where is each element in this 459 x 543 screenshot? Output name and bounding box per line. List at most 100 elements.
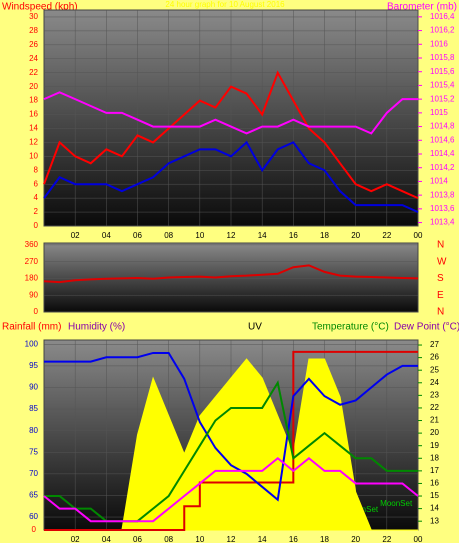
y-tick-label: 180 [25, 274, 39, 283]
compass-label: N [437, 307, 444, 318]
x-tick-label: 02 [71, 535, 80, 543]
y2-tick-label: 1014,8 [430, 122, 455, 131]
x-tick-label: 12 [227, 231, 236, 240]
y2-tick-label: 20 [430, 428, 439, 437]
y2-tick-label: 1013,8 [430, 190, 455, 199]
y2-tick-label: 22 [430, 403, 439, 412]
y-tick-label: 0 [34, 221, 39, 230]
y2-tick-label: 1015 [430, 108, 448, 117]
x-tick-label: 18 [320, 535, 329, 543]
series-line [43, 140, 419, 213]
x-tick-label: 00 [414, 535, 423, 543]
x-tick-label: 20 [351, 231, 360, 240]
y2-tick-label: 1014,4 [430, 149, 455, 158]
x-tick-label: 06 [133, 231, 142, 240]
x-tick-label: 04 [102, 231, 111, 240]
y2-tick-label: 14 [430, 504, 439, 513]
x-tick-label: 08 [164, 231, 173, 240]
y-tick-label: 12 [29, 137, 38, 146]
y2-tick-label: 17 [430, 466, 439, 475]
x-tick-label: 08 [164, 535, 173, 543]
y-tick-label: 18 [29, 96, 38, 105]
x-tick-label: 22 [382, 535, 391, 543]
x-tick-label: 00 [414, 231, 423, 240]
y-tick-label: 30 [29, 12, 38, 21]
x-tick-label: 16 [289, 231, 298, 240]
compass-label: E [437, 290, 444, 301]
compass-label: W [437, 256, 447, 267]
y2-tick-label: 24 [430, 378, 439, 387]
y-tick-label: 80 [29, 426, 38, 435]
y2-tick-label: 1013,4 [430, 218, 455, 227]
y2-tick-label: 1015,8 [430, 53, 455, 62]
x-tick-label: 06 [133, 535, 142, 543]
y-tick-label: 95 [29, 361, 38, 370]
rain-tick-label: 0 [32, 525, 37, 534]
y-tick-label: 90 [29, 290, 38, 299]
series-line [44, 351, 418, 502]
x-tick-label: 18 [320, 231, 329, 240]
humidity-label: Humidity (%) [68, 322, 125, 333]
x-tick-label: 04 [102, 535, 111, 543]
x-tick-label: 14 [258, 535, 267, 543]
x-tick-label: 10 [195, 535, 204, 543]
uv-label: UV [248, 322, 262, 333]
y-tick-label: 16 [29, 110, 38, 119]
y-tick-label: 100 [25, 339, 39, 348]
y2-tick-label: 19 [430, 441, 439, 450]
y-tick-label: 26 [29, 40, 38, 49]
y-tick-label: 360 [25, 240, 39, 249]
y-tick-label: 270 [25, 257, 39, 266]
y-tick-label: 4 [34, 193, 39, 202]
chart-title: 24 hour graph for 10 August 2016 [165, 0, 285, 9]
y2-tick-label: 1016,4 [430, 12, 455, 21]
x-tick-label: 22 [382, 231, 391, 240]
y-tick-label: 22 [29, 68, 38, 77]
x-tick-label: 12 [227, 535, 236, 543]
compass-label: N [437, 240, 444, 251]
y2-tick-label: 1015,4 [430, 81, 455, 90]
x-tick-label: 16 [289, 535, 298, 543]
y-axis-label: Windspeed (kph) [2, 2, 78, 13]
compass-label: S [437, 273, 444, 284]
y2-tick-label: 1015,6 [430, 67, 455, 76]
y2-tick-label: 25 [430, 365, 439, 374]
y2-tick-label: 26 [430, 353, 439, 362]
series-line [43, 70, 419, 200]
y-tick-label: 65 [29, 491, 38, 500]
y-tick-label: 70 [29, 469, 38, 478]
y2-tick-label: 1015,2 [430, 94, 455, 103]
y-tick-label: 20 [29, 82, 38, 91]
y2-tick-label: 1014 [430, 177, 448, 186]
y2-tick-label: 1014,2 [430, 163, 455, 172]
rain-label: Rainfall (mm) [2, 322, 61, 333]
x-tick-label: 10 [195, 231, 204, 240]
y-tick-label: 60 [29, 512, 38, 521]
y-tick-label: 2 [34, 207, 39, 216]
y2-tick-label: 1013,6 [430, 204, 455, 213]
y-tick-label: 8 [34, 165, 39, 174]
event-label: MoonSet [380, 499, 413, 508]
y2-tick-label: 1016 [430, 39, 448, 48]
y2-tick-label: 18 [430, 453, 439, 462]
y2-tick-label: 1016,2 [430, 26, 455, 35]
series-line [43, 456, 419, 523]
y-tick-label: 10 [29, 151, 38, 160]
y-tick-label: 24 [29, 54, 38, 63]
y2-tick-label: 15 [430, 491, 439, 500]
y-tick-label: 0 [34, 307, 39, 316]
y2-tick-label: 16 [430, 479, 439, 488]
y-tick-label: 14 [29, 124, 38, 133]
y-tick-label: 6 [34, 179, 39, 188]
y2-tick-label: 23 [430, 390, 439, 399]
dewpoint-label: Dew Point (°C) [394, 322, 459, 333]
y2-axis-label: Barometer (mb) [387, 2, 457, 13]
x-tick-label: 14 [258, 231, 267, 240]
y2-tick-label: 27 [430, 340, 439, 349]
y2-tick-label: 13 [430, 516, 439, 525]
temperature-label: Temperature (°C) [312, 322, 389, 333]
y-tick-label: 85 [29, 404, 38, 413]
y2-tick-label: 21 [430, 416, 439, 425]
